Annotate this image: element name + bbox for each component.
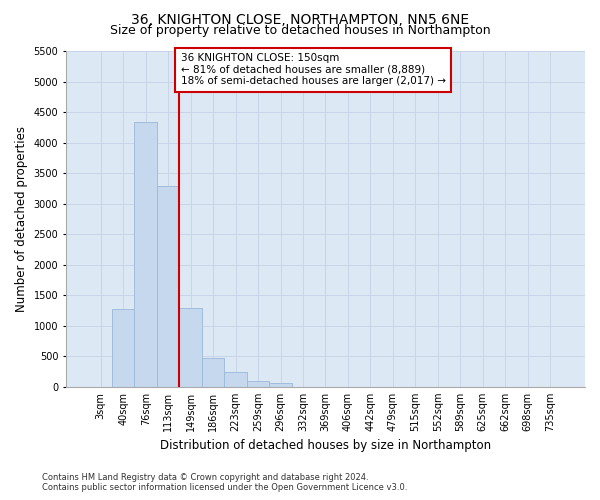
Text: 36, KNIGHTON CLOSE, NORTHAMPTON, NN5 6NE: 36, KNIGHTON CLOSE, NORTHAMPTON, NN5 6NE <box>131 12 469 26</box>
Bar <box>179 308 202 387</box>
Bar <box>247 382 269 387</box>
Bar <box>202 358 224 387</box>
Bar <box>157 186 179 387</box>
X-axis label: Distribution of detached houses by size in Northampton: Distribution of detached houses by size … <box>160 440 491 452</box>
Y-axis label: Number of detached properties: Number of detached properties <box>15 126 28 312</box>
Bar <box>224 372 247 387</box>
Bar <box>112 309 134 387</box>
Bar <box>134 122 157 387</box>
Text: Size of property relative to detached houses in Northampton: Size of property relative to detached ho… <box>110 24 490 37</box>
Text: 36 KNIGHTON CLOSE: 150sqm
← 81% of detached houses are smaller (8,889)
18% of se: 36 KNIGHTON CLOSE: 150sqm ← 81% of detac… <box>181 53 446 86</box>
Text: Contains HM Land Registry data © Crown copyright and database right 2024.
Contai: Contains HM Land Registry data © Crown c… <box>42 473 407 492</box>
Bar <box>269 383 292 387</box>
